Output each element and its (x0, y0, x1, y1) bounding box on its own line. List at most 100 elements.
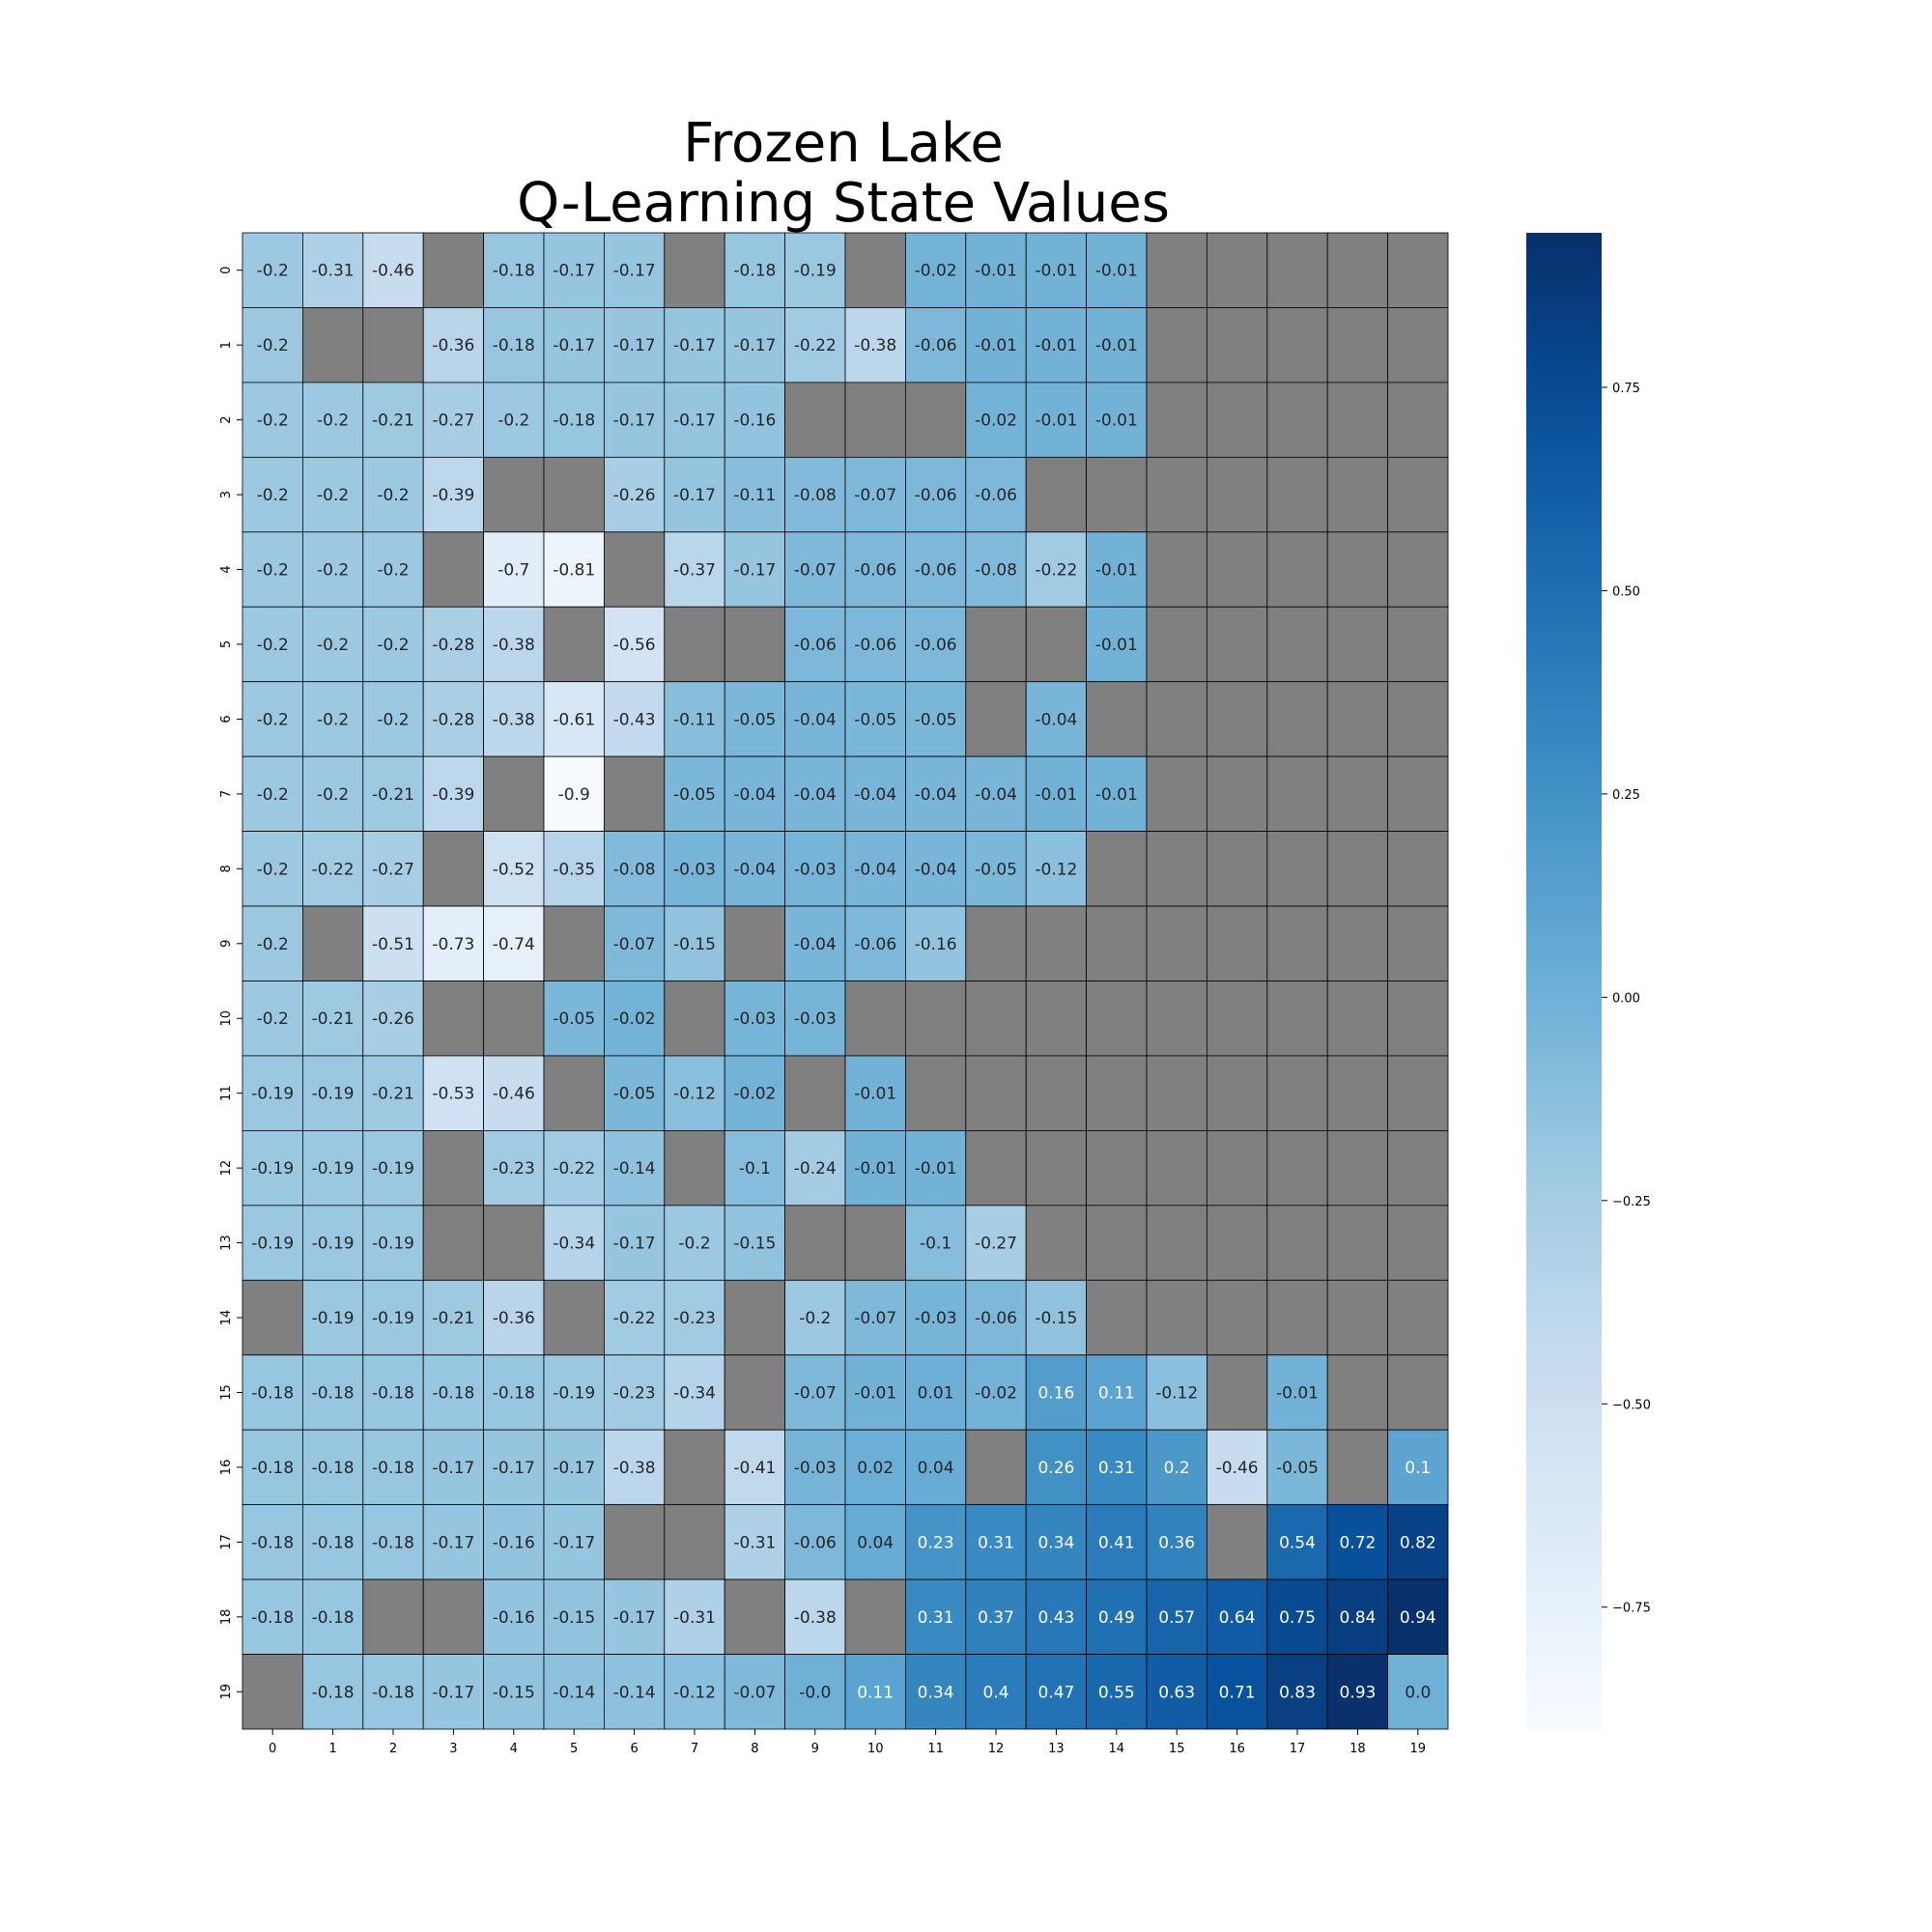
cell-value-label: -0.04 (733, 785, 776, 805)
heatmap-cell (784, 1578, 846, 1655)
heatmap-cell (905, 831, 967, 907)
heatmap-cell-masked (1207, 681, 1268, 757)
heatmap-cell (844, 606, 906, 683)
x-tick-label: 15 (1169, 1742, 1185, 1756)
heatmap-cell (362, 1205, 424, 1281)
cell-value-label: -0.36 (493, 1309, 535, 1328)
heatmap-cell (1025, 831, 1087, 907)
heatmap-cell (242, 1055, 303, 1131)
heatmap-cell (1025, 1504, 1087, 1580)
cell-value-label: -0.19 (312, 1235, 355, 1254)
cell-value-label: -0.05 (915, 710, 957, 729)
heatmap-cell-masked (965, 681, 1027, 757)
heatmap-cell-masked (844, 382, 906, 458)
heatmap-cell (422, 1055, 485, 1131)
heatmap-cell (784, 980, 846, 1057)
cell-value-label: 0.26 (1037, 1459, 1074, 1478)
cell-value-label: -0.21 (372, 785, 414, 805)
cell-value-label: -0.05 (854, 710, 896, 729)
heatmap-cell (1086, 755, 1148, 833)
heatmap-cell-masked (1326, 232, 1388, 308)
heatmap-cell (604, 1130, 666, 1207)
heatmap-cell-masked (422, 1130, 485, 1207)
cell-value-label: -0.04 (1035, 710, 1077, 729)
cell-value-label: -0.01 (1095, 561, 1138, 581)
cell-value-label: -0.34 (673, 1383, 716, 1403)
cell-value-label: -0.18 (251, 1533, 294, 1552)
heatmap-cell-masked (1266, 755, 1328, 833)
x-tick-label: 18 (1350, 1742, 1366, 1756)
heatmap-cell (242, 307, 303, 384)
heatmap-cell-masked (1326, 1205, 1388, 1281)
heatmap-cell-masked (965, 1055, 1027, 1131)
cell-value-label: -0.2 (317, 710, 349, 729)
cell-value-label: -0.39 (432, 785, 474, 805)
heatmap-cell (784, 1354, 846, 1431)
heatmap-cell (543, 980, 605, 1057)
heatmap-cell-masked (1326, 831, 1388, 907)
colorbar-tick-label: −0.25 (1612, 1195, 1651, 1209)
heatmap-cell (905, 681, 967, 757)
heatmap-cell-masked (1146, 1205, 1208, 1281)
heatmap-cell (301, 831, 364, 907)
cell-value-label: -0.05 (613, 1085, 656, 1104)
heatmap-cell (362, 606, 424, 683)
cell-value-label: -0.2 (317, 561, 349, 581)
heatmap-cell (965, 307, 1027, 384)
heatmap-cell (724, 307, 786, 384)
heatmap-cell (724, 831, 786, 907)
heatmap-cell (543, 531, 605, 608)
cell-value-label: -0.26 (613, 486, 656, 505)
cell-value-label: -0.46 (1216, 1459, 1259, 1478)
heatmap-cell (724, 1055, 786, 1131)
cell-value-label: 0.04 (857, 1533, 894, 1552)
heatmap-cell-masked (965, 1429, 1027, 1506)
cell-value-label: -0.16 (733, 412, 776, 431)
x-tick-label: 16 (1229, 1742, 1245, 1756)
heatmap-cell (1086, 1578, 1148, 1655)
heatmap-cell (301, 1429, 364, 1506)
heatmap-cell (1266, 1578, 1328, 1655)
cell-value-label: -0.46 (372, 262, 414, 281)
cell-value-label: 0.11 (857, 1683, 894, 1702)
cell-value-label: -0.18 (312, 1608, 355, 1628)
cell-value-label: -0.15 (553, 1608, 595, 1628)
heatmap-cell (604, 1654, 666, 1730)
heatmap-cell (1266, 1429, 1328, 1506)
cell-value-label: -0.19 (794, 262, 837, 281)
heatmap-cell (844, 1279, 906, 1356)
cell-value-label: -0.04 (975, 785, 1017, 805)
heatmap-cell-masked (1266, 531, 1328, 608)
colorbar-gradient (1526, 233, 1602, 1729)
heatmap-cell-masked (422, 232, 485, 308)
heatmap-cell-masked (1326, 755, 1388, 833)
heatmap-cell-masked (1207, 980, 1268, 1057)
cell-value-label: -0.01 (975, 336, 1017, 355)
cell-value-label: -0.36 (432, 336, 474, 355)
heatmap-cell-masked (1086, 905, 1148, 981)
heatmap-cell (543, 307, 605, 384)
cell-value-label: -0.1 (920, 1235, 952, 1254)
heatmap-cell-masked (1086, 456, 1148, 533)
heatmap-cell-masked (1387, 606, 1449, 683)
heatmap-cell (664, 1205, 725, 1281)
heatmap-cell-masked (1387, 831, 1449, 907)
cell-value-label: 0.34 (918, 1683, 954, 1702)
cell-value-label: -0.18 (312, 1533, 355, 1552)
heatmap-cell (242, 831, 303, 907)
cell-value-label: -0.07 (794, 1383, 837, 1403)
cell-value-label: -0.05 (975, 860, 1017, 879)
heatmap-cell (1326, 1654, 1388, 1730)
heatmap-cell-masked (1326, 1429, 1388, 1506)
heatmap-cell-masked (1146, 905, 1208, 981)
heatmap-cell (422, 1504, 485, 1580)
cell-value-label: -0.01 (1095, 636, 1138, 655)
heatmap-cell-masked (483, 456, 545, 533)
heatmap-cell-masked (301, 905, 364, 981)
heatmap-cell (784, 456, 846, 533)
heatmap-cell-masked (1146, 1055, 1208, 1131)
heatmap-cell (242, 1205, 303, 1281)
cell-value-label: -0.18 (493, 336, 535, 355)
cell-value-label: -0.2 (257, 636, 289, 655)
cell-value-label: -0.31 (312, 262, 355, 281)
